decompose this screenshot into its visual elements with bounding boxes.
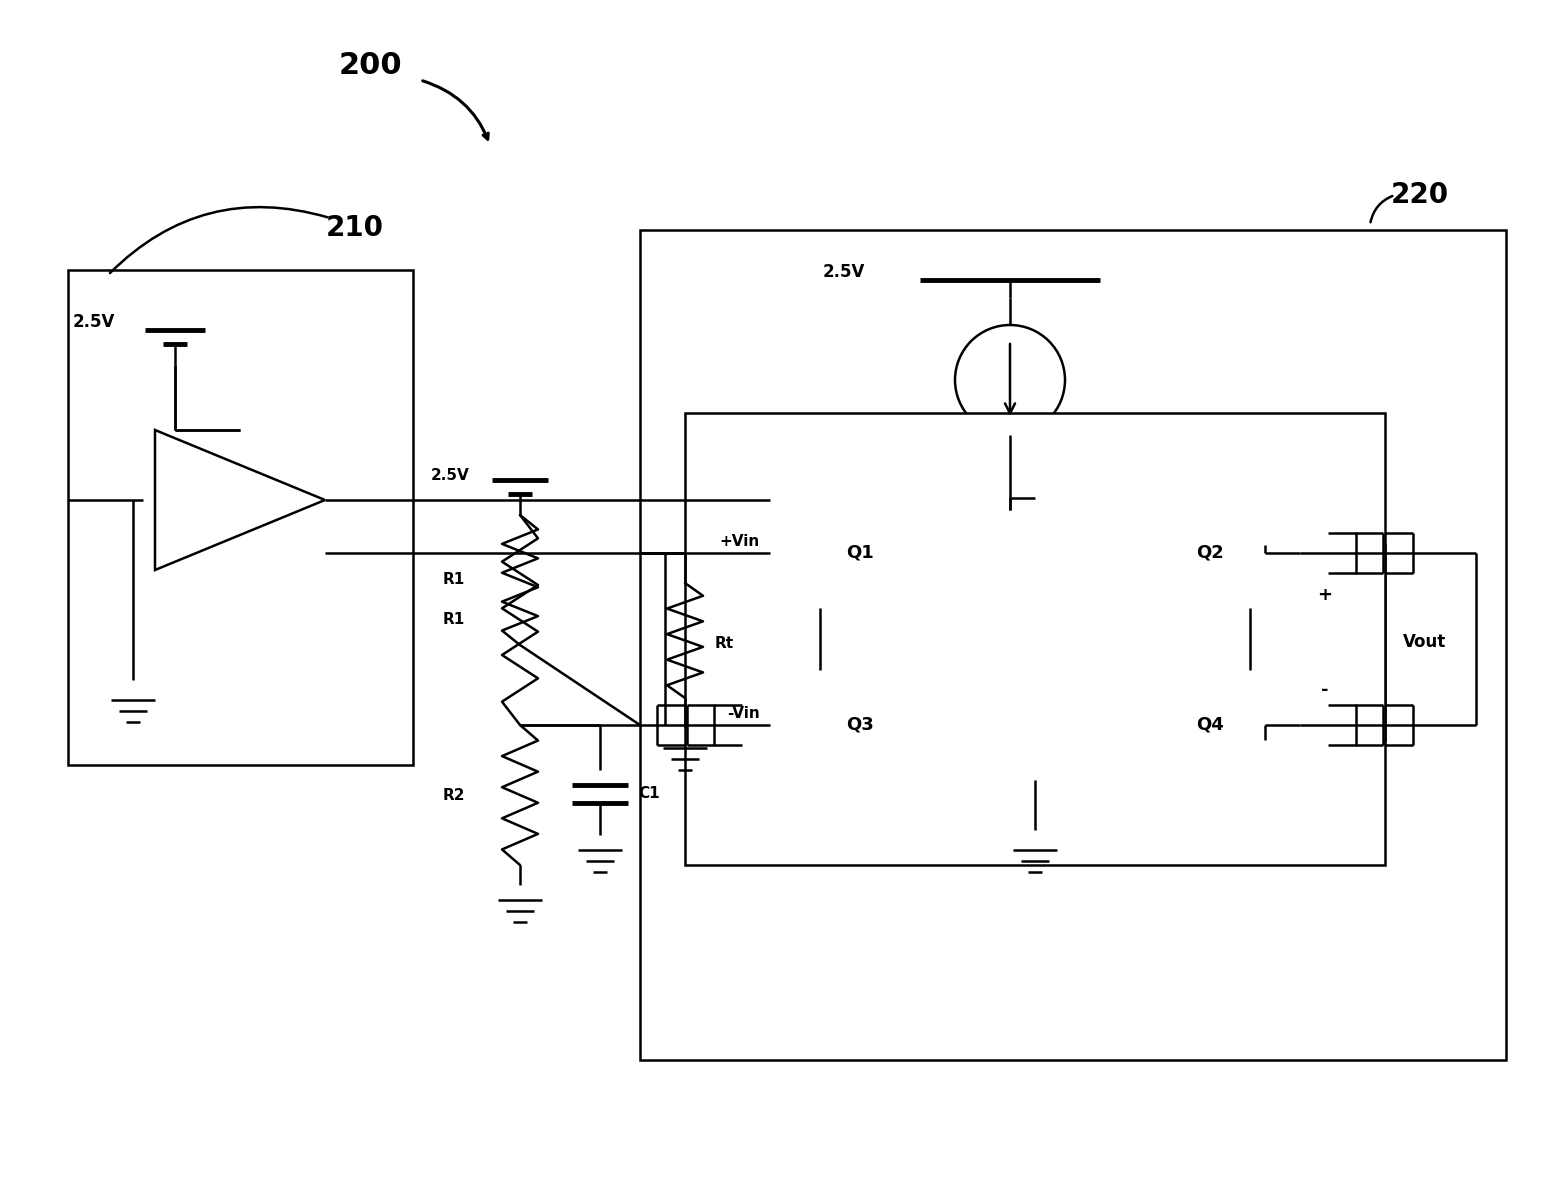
Text: Rt: Rt [714,636,734,650]
Bar [685,413,1385,865]
Text: Q3: Q3 [846,716,873,734]
Text: 2.5V: 2.5V [73,313,114,331]
Text: +Vin: +Vin [720,533,761,548]
Text: Q4: Q4 [1197,716,1224,734]
Text: R2: R2 [442,787,465,803]
Text: 210: 210 [326,214,383,242]
Text: Q1: Q1 [846,544,873,561]
Text: R1: R1 [442,572,465,587]
Text: +: + [1317,586,1333,604]
Text: Q2: Q2 [1197,544,1224,561]
Bar [770,670,1300,780]
Bar [714,443,1354,834]
Text: -: - [1322,681,1328,699]
Bar [68,269,413,765]
Bar [770,498,1300,608]
Bar [640,230,1506,1060]
Polygon shape [155,430,325,570]
Bar [1265,545,1385,740]
Text: 220: 220 [1391,181,1449,209]
Text: -Vin: -Vin [727,706,761,721]
Bar [742,470,1328,808]
Text: C1: C1 [638,786,660,800]
Text: Vout: Vout [1404,634,1446,651]
Text: R1: R1 [442,612,465,628]
Text: 2.5V: 2.5V [822,264,866,281]
Text: 2.5V: 2.5V [431,468,470,482]
Text: 200: 200 [339,51,402,79]
